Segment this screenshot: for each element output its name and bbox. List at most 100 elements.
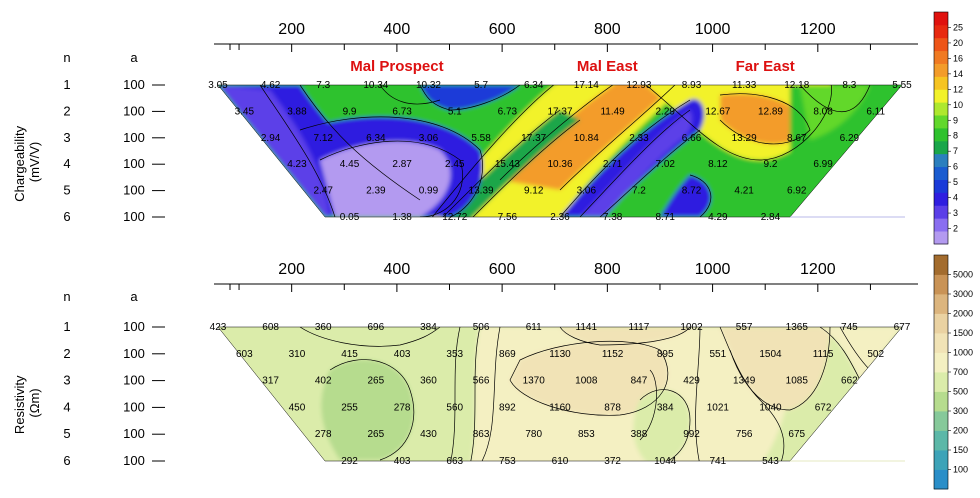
data-value-label: 317: [262, 376, 279, 387]
colorbar-swatch: [934, 192, 948, 206]
data-value-label: 610: [552, 456, 569, 467]
a-header-top: a: [130, 50, 138, 65]
row-a-label: 100: [123, 373, 145, 388]
n-header-bottom: n: [63, 289, 70, 304]
data-value-label: 6.99: [813, 159, 833, 170]
data-value-label: 675: [788, 429, 805, 440]
colorbar-label: 12: [953, 84, 963, 94]
prospect-annotation: Mal Prospect: [350, 58, 443, 75]
colorbar-swatch: [934, 469, 948, 490]
data-value-label: 2.33: [629, 133, 649, 144]
data-value-label: 6.73: [498, 106, 518, 117]
colorbar-label: 4: [953, 193, 958, 203]
data-value-label: 1117: [629, 322, 650, 333]
colorbar-swatch: [934, 294, 948, 314]
data-value-label: 566: [473, 376, 490, 387]
cg-orange-fareast: [720, 93, 810, 144]
data-value-label: 255: [341, 402, 358, 413]
colorbar-label: 1500: [953, 328, 973, 338]
row-n-label: 6: [63, 453, 70, 468]
colorbar-swatch: [934, 218, 948, 232]
resistivity-section: [218, 327, 902, 461]
data-value-label: 429: [683, 376, 700, 387]
row-n-label: 3: [63, 373, 70, 388]
data-value-label: 7.2: [632, 186, 646, 197]
rs-ltgreen-low: [633, 389, 690, 461]
cg-orange-zone: [500, 85, 680, 190]
row-a-label: 100: [123, 183, 145, 198]
colorbar-swatch: [934, 50, 948, 64]
data-value-label: 663: [446, 456, 463, 467]
data-value-label: 1021: [707, 402, 730, 413]
data-value-label: 10.34: [363, 80, 388, 91]
x-tick-label: 200: [278, 21, 305, 38]
data-value-label: 1504: [759, 349, 782, 360]
chargeability-section: [218, 85, 902, 217]
row-a-label: 100: [123, 453, 145, 468]
data-value-label: 5.1: [448, 106, 462, 117]
data-value-label: 895: [657, 349, 674, 360]
data-value-label: 402: [315, 376, 332, 387]
data-value-label: 2.36: [550, 212, 570, 223]
data-value-label: 3.05: [208, 80, 228, 91]
colorbar-label: 5000: [953, 270, 973, 280]
colorbar-swatch: [934, 76, 948, 90]
resistivity-label-line1: Resistivity: [12, 375, 27, 434]
data-value-label: 3.88: [287, 106, 307, 117]
data-value-label: 8.08: [813, 106, 833, 117]
x-tick-label: 1200: [800, 261, 836, 278]
row-n-label: 5: [63, 183, 70, 198]
data-value-label: 12.72: [442, 212, 467, 223]
data-value-label: 12.93: [626, 80, 651, 91]
data-value-label: 853: [578, 429, 595, 440]
data-value-label: 9.12: [524, 186, 544, 197]
data-value-label: 2.39: [366, 186, 386, 197]
data-value-label: 506: [473, 322, 490, 333]
data-value-label: 6.29: [840, 133, 860, 144]
data-value-label: 1008: [575, 376, 598, 387]
data-value-label: 878: [604, 402, 621, 413]
data-value-label: 1160: [549, 402, 571, 413]
data-value-label: 450: [289, 402, 306, 413]
data-value-label: 4.21: [734, 186, 754, 197]
data-value-label: 372: [604, 456, 621, 467]
colorbar-swatch: [934, 115, 948, 129]
row-n-label: 2: [63, 346, 70, 361]
data-value-label: 10.84: [574, 133, 599, 144]
data-value-label: 0.05: [340, 212, 360, 223]
a-header-bottom: a: [130, 289, 138, 304]
data-value-label: 3.06: [577, 186, 597, 197]
resistivity-panel: Resistivity (Ωm) n a 200 400 600 800 1000 120…: [12, 254, 973, 490]
cg-blue-basin: [300, 116, 483, 217]
data-value-label: 696: [368, 322, 385, 333]
row-n-label: 1: [63, 77, 70, 92]
resistivity-contours: [299, 327, 871, 461]
data-value-label: 1002: [680, 322, 703, 333]
data-value-label: 6.34: [366, 133, 386, 144]
data-value-label: 753: [499, 456, 516, 467]
data-value-label: 10.36: [547, 159, 572, 170]
data-value-label: 2.84: [761, 212, 781, 223]
data-value-label: 12.18: [784, 80, 809, 91]
chargeability-row-labels: 1 100 2 100 3 100 4 100 5 100 6 100: [63, 77, 165, 224]
data-value-label: 415: [341, 349, 358, 360]
cg-darkblue-top: [420, 85, 520, 110]
data-value-label: 2.45: [445, 159, 465, 170]
chargeability-contours: [259, 85, 871, 217]
colorbar-swatch: [934, 12, 948, 26]
data-value-label: 1040: [759, 402, 782, 413]
data-value-label: 12.89: [758, 106, 783, 117]
colorbar-swatch: [934, 231, 948, 245]
row-n-label: 6: [63, 209, 70, 224]
data-value-label: 869: [499, 349, 516, 360]
resistivity-row-labels: 1 100 2 100 3 100 4 100 5 100 6 100: [63, 319, 165, 468]
data-value-label: 780: [525, 429, 542, 440]
data-value-label: 2.29: [655, 106, 675, 117]
data-value-label: 8.71: [655, 212, 675, 223]
data-value-label: 3.06: [419, 133, 439, 144]
data-value-label: 2.47: [313, 186, 333, 197]
row-a-label: 100: [123, 77, 145, 92]
row-n-label: 4: [63, 156, 70, 171]
row-a-label: 100: [123, 426, 145, 441]
